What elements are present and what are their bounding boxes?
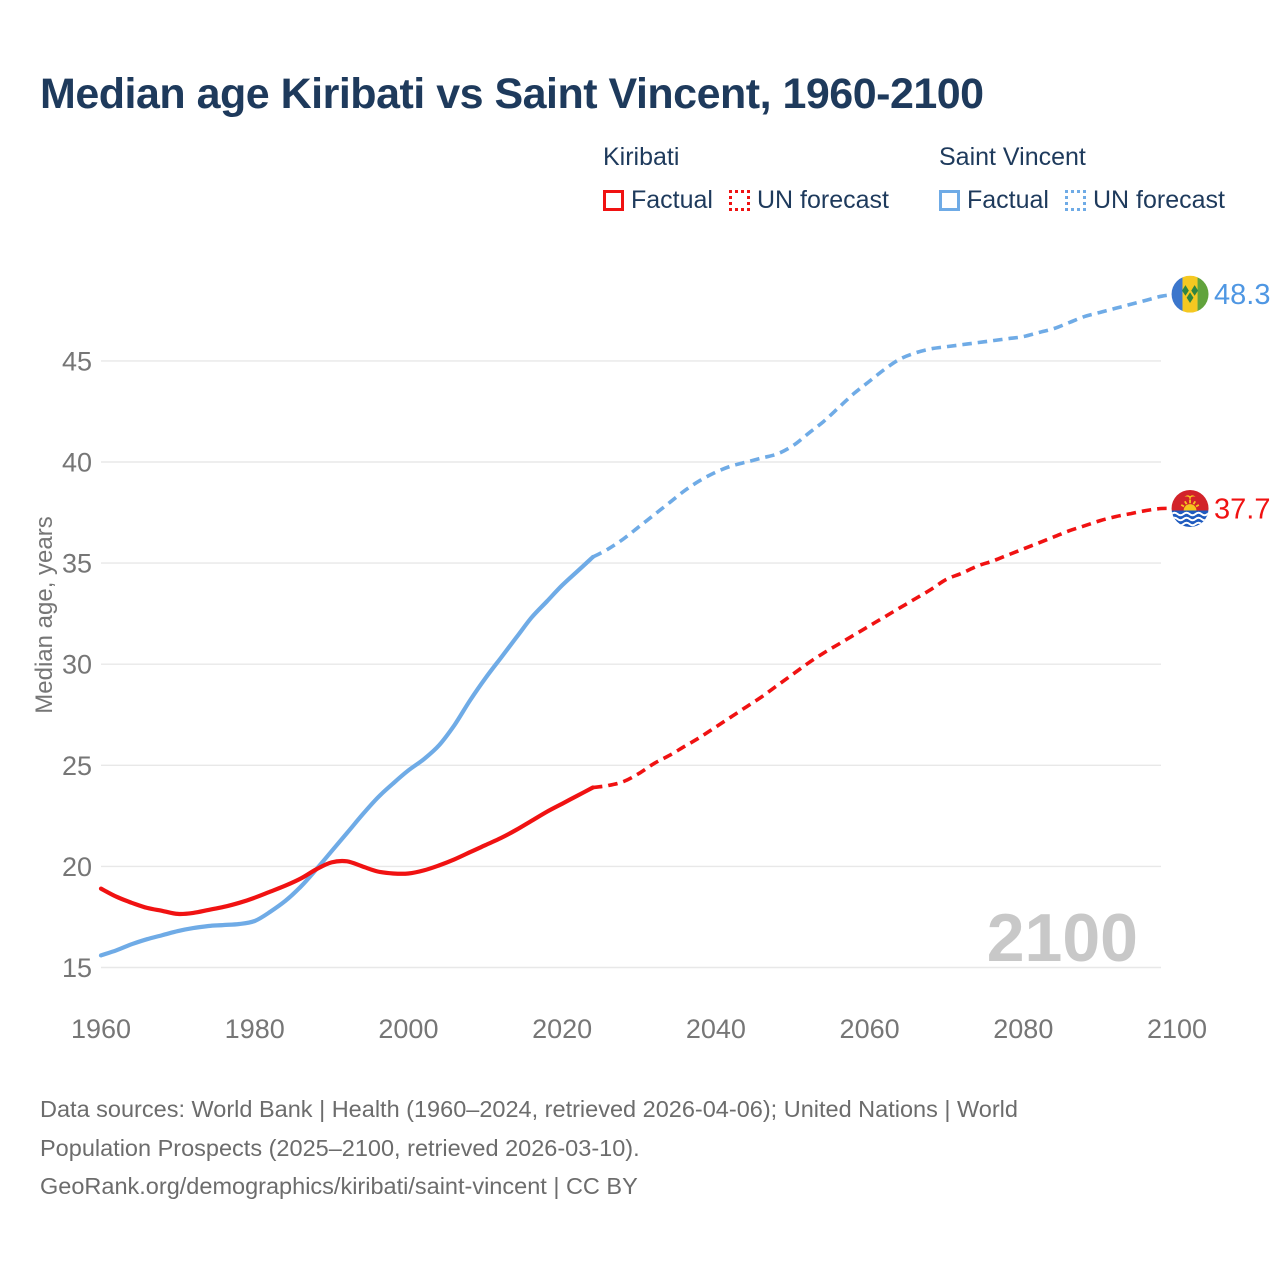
y-axis-title: Median age, years <box>31 516 58 713</box>
x-tick-label-2100: 2100 <box>1147 1014 1207 1044</box>
watermark-year: 2100 <box>987 900 1138 976</box>
sv-flag-diamond <box>1191 285 1199 296</box>
y-axis-ticks: 15 20 25 30 35 40 45 <box>62 346 92 983</box>
legend-group-title-saint-vincent: Saint Vincent <box>939 143 1086 171</box>
x-tick-label-1980: 1980 <box>225 1014 285 1044</box>
kiribati-forecast-swatch-icon <box>728 190 750 211</box>
gridlines <box>101 360 1161 969</box>
y-tick-label-15: 15 <box>62 953 92 983</box>
sv-flag-diamond <box>1182 285 1189 296</box>
legend-row-kiribati: Factual UN forecast <box>603 186 889 215</box>
legend-group-saint-vincent: Saint Vincent Factual UN forecast <box>939 143 1225 215</box>
page-title: Median age Kiribati vs Saint Vincent, 19… <box>40 70 984 118</box>
ki-flag-wave <box>1171 511 1209 517</box>
footer-line: GeoRank.org/demographics/kiribati/saint-… <box>40 1173 638 1199</box>
kiribati-factual-swatch-icon <box>603 190 624 211</box>
footer-line: Data sources: World Bank | Health (1960–… <box>40 1096 1018 1122</box>
sv-flag-diamond <box>1186 292 1194 303</box>
legend-item-kiribati-forecast: UN forecast <box>728 186 889 215</box>
x-tick-label-2040: 2040 <box>686 1014 746 1044</box>
legend-label: UN forecast <box>1092 186 1225 214</box>
saint-vincent-forecast-swatch-icon <box>1064 190 1086 211</box>
x-tick-label-2060: 2060 <box>840 1014 900 1044</box>
ki-flag-sun-rays <box>1180 499 1200 508</box>
saint-vincent-forecast-line <box>592 292 1178 559</box>
saint-vincent-flag-icon <box>1171 275 1209 313</box>
y-tick-label-30: 30 <box>62 650 92 680</box>
legend-item-saint-vincent-forecast: UN forecast <box>1064 186 1225 215</box>
legend-item-kiribati-factual: Factual <box>603 186 713 215</box>
legend-group-title-kiribati: Kiribati <box>603 143 680 171</box>
legend-label: Factual <box>967 186 1049 214</box>
y-tick-label-45: 45 <box>62 346 92 376</box>
legend-group-kiribati: Kiribati Factual UN forecast <box>603 143 889 215</box>
kiribati-forecast-line <box>592 506 1178 790</box>
footer-line: Population Prospects (2025–2100, retriev… <box>40 1134 640 1161</box>
x-tick-label-2020: 2020 <box>532 1014 592 1044</box>
data-sources-footer: Data sources: World Bank | Health (1960–… <box>40 1090 1200 1206</box>
kiribati-flag-icon <box>1171 490 1209 528</box>
kiribati-factual-line <box>98 785 595 917</box>
legend-item-saint-vincent-factual: Factual <box>939 186 1049 215</box>
x-axis-ticks: 1960 1980 2000 2020 2040 2060 2080 2100 <box>71 1014 1207 1044</box>
legend-row-saint-vincent: Factual UN forecast <box>939 186 1225 215</box>
ki-flag-frigatebird <box>1184 495 1196 500</box>
y-tick-label-35: 35 <box>62 549 92 579</box>
legend-label: Factual <box>631 186 713 214</box>
x-tick-label-2080: 2080 <box>993 1014 1053 1044</box>
sv-flag-green-band <box>1197 275 1209 313</box>
saint-vincent-factual-line <box>98 554 595 958</box>
y-tick-label-25: 25 <box>62 751 92 781</box>
saint-vincent-factual-swatch-icon <box>939 190 960 211</box>
series-lines <box>98 292 1178 958</box>
sv-flag-blue-band <box>1171 275 1183 313</box>
saint-vincent-end-value: 48.3 <box>1214 279 1270 311</box>
y-tick-label-40: 40 <box>62 448 92 478</box>
x-tick-label-2000: 2000 <box>378 1014 438 1044</box>
kiribati-end-value: 37.7 <box>1214 494 1270 526</box>
ki-flag-sun <box>1183 504 1197 511</box>
x-tick-label-1960: 1960 <box>71 1014 131 1044</box>
y-tick-label-20: 20 <box>62 852 92 882</box>
legend-label: UN forecast <box>756 186 889 214</box>
